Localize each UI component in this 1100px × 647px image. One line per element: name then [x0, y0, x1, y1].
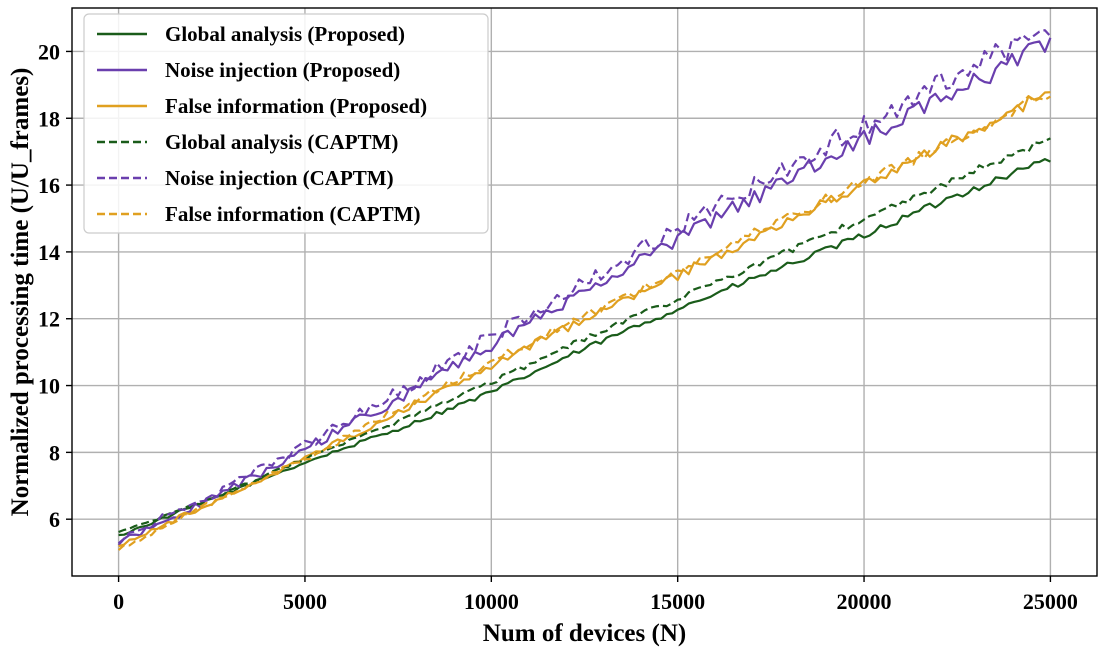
- y-tick-label: 6: [49, 507, 60, 532]
- x-tick-label: 0: [113, 589, 124, 614]
- legend-label-global-proposed: Global analysis (Proposed): [165, 22, 405, 46]
- x-tick-label: 5000: [283, 589, 327, 614]
- series-line-4: [118, 137, 1051, 534]
- series-lines: [117, 29, 1052, 551]
- x-axis-label: Num of devices (N): [483, 620, 686, 647]
- legend-label-global-captm: Global analysis (CAPTM): [165, 130, 398, 154]
- x-tick-label: 15000: [650, 589, 705, 614]
- plot-frame: [71, 7, 1098, 577]
- y-tick-label: 14: [38, 240, 60, 265]
- legend-label-false-proposed: False information (Proposed): [165, 94, 427, 118]
- y-tick-label: 20: [38, 39, 60, 64]
- y-tick-label: 16: [38, 173, 60, 198]
- legend-label-false-captm: False information (CAPTM): [165, 202, 420, 226]
- y-tick-label: 10: [38, 374, 60, 399]
- axis-ticks: 0 5000 10000 15000 20000 25000 6 8 10 12 14 16 18 20: [38, 39, 1078, 614]
- legend-label-noise-captm: Noise injection (CAPTM): [165, 166, 394, 190]
- y-axis-label: Normalized processing time (U/U_frames): [7, 68, 34, 517]
- x-tick-label: 25000: [1023, 589, 1078, 614]
- legend-label-noise-proposed: Noise injection (Proposed): [165, 58, 400, 82]
- y-tick-label: 18: [38, 106, 60, 131]
- y-tick-label: 8: [49, 440, 60, 465]
- legend: Global analysis (Proposed) Noise injecti…: [83, 13, 489, 234]
- x-tick-label: 10000: [464, 589, 519, 614]
- legend-box: [83, 13, 489, 234]
- series-line-5: [117, 29, 1052, 545]
- series-line-6: [117, 95, 1051, 551]
- x-tick-label: 20000: [837, 589, 892, 614]
- series-line-3: [118, 91, 1051, 548]
- y-tick-label: 12: [38, 307, 60, 332]
- series-line-2: [117, 37, 1052, 546]
